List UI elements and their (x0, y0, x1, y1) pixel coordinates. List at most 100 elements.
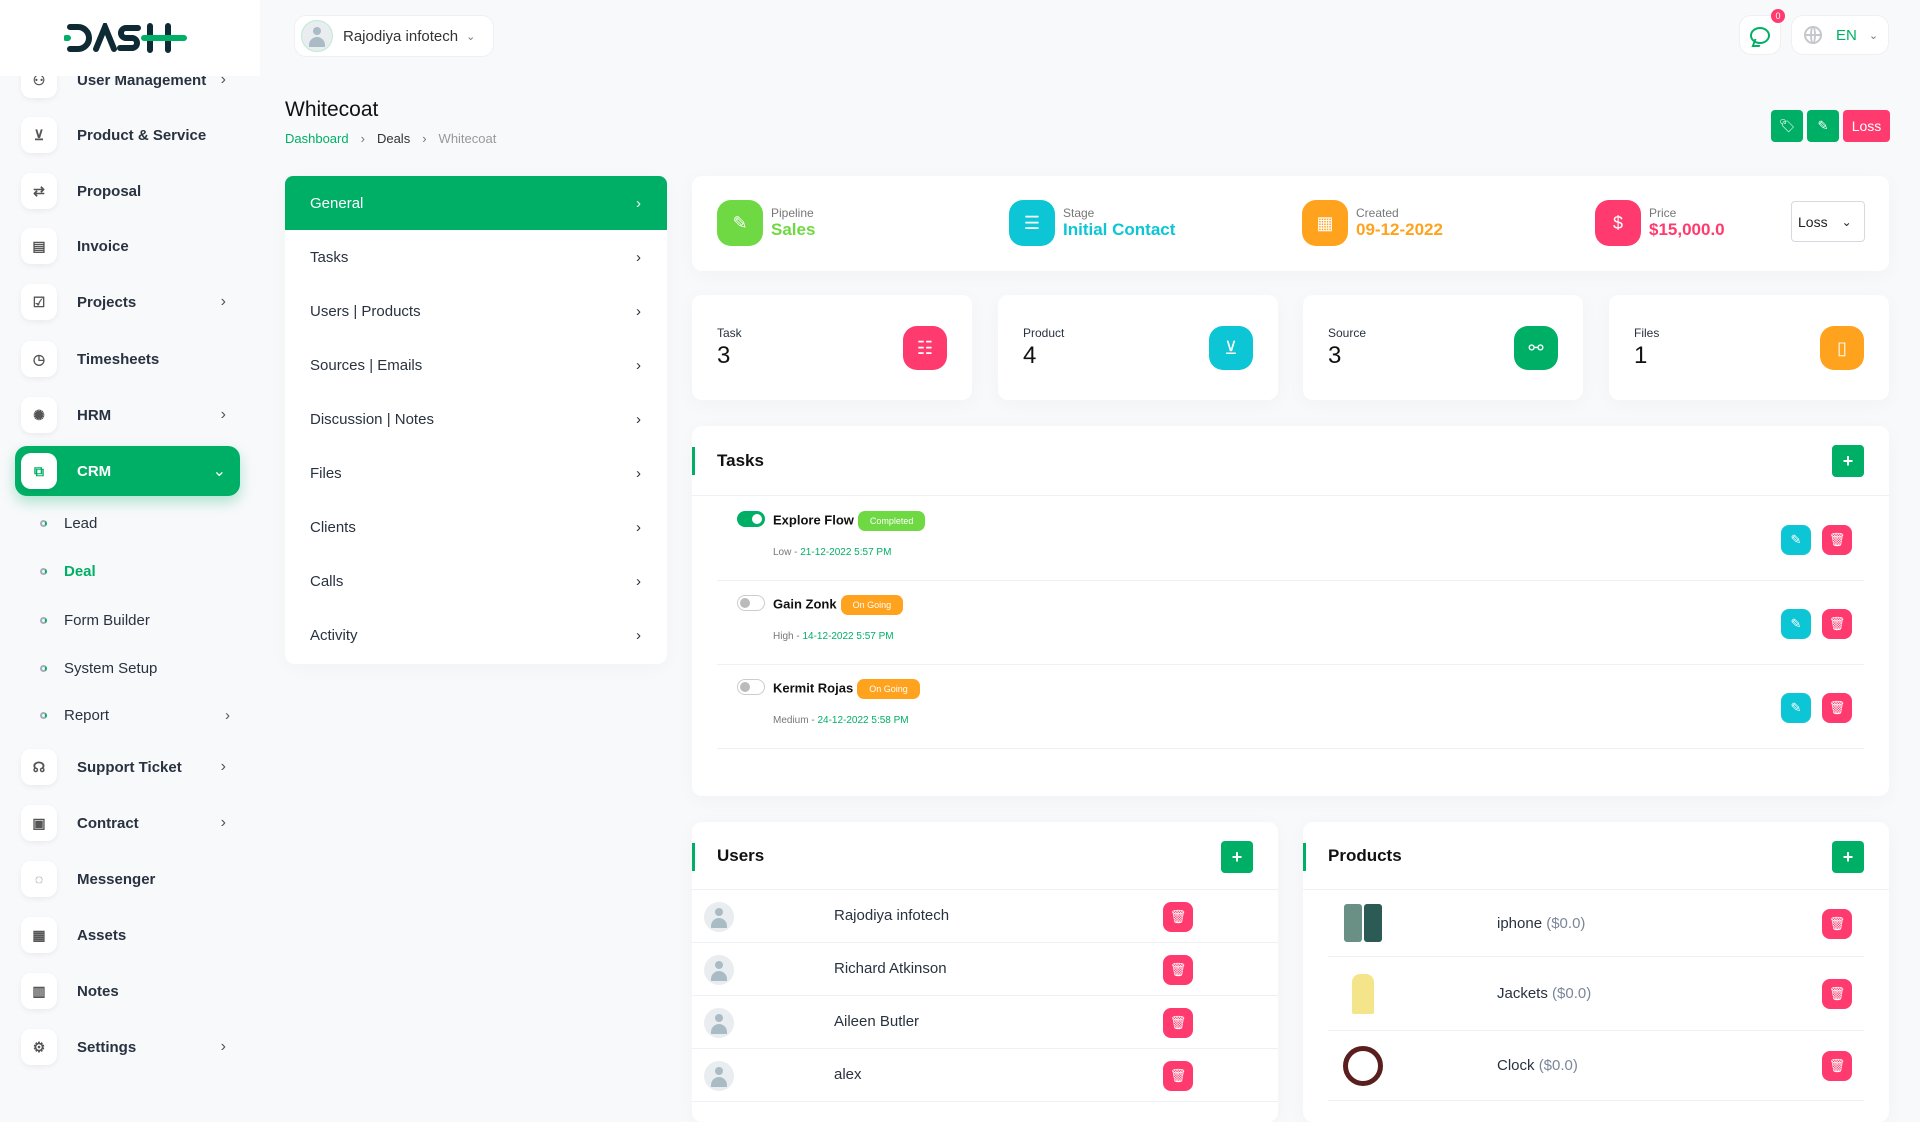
trash-icon: 🗑︎ (1828, 700, 1846, 715)
trash-icon: 🗑︎ (1828, 915, 1846, 931)
sidebar-item-support-ticket[interactable]: ☊ Support Ticket › (15, 742, 240, 792)
language-dropdown[interactable]: EN ⌄ (1791, 15, 1889, 55)
task-row: Explore Flow Completed Low - 21-12-2022 5:… (717, 497, 1864, 581)
task-row: Gain Zonk On Going High - 14-12-2022 5:57 … (717, 581, 1864, 665)
delete-product-button[interactable]: 🗑︎ (1822, 908, 1852, 939)
task-name: Gain Zonk (773, 596, 837, 612)
trash-icon: 🗑︎ (1169, 1015, 1187, 1030)
sidebar-subitem-deal[interactable]: Deal (40, 563, 230, 580)
logo[interactable] (0, 0, 260, 76)
sidebar-subitem-system-setup[interactable]: System Setup (40, 660, 230, 677)
stat-card-source: Source 3 ⚯ (1303, 295, 1583, 400)
user-row: Aileen Butler 🗑︎ (692, 996, 1278, 1049)
tag-icon: 🏷︎ (1778, 118, 1796, 133)
users-card: Users + Rajodiya infotech 🗑︎ Richard Atkins… (692, 822, 1278, 1122)
clock-image (1343, 1046, 1383, 1086)
delete-task-button[interactable]: 🗑︎ (1822, 525, 1852, 555)
sidebar-item-messenger[interactable]: ◌ Messenger (15, 854, 240, 904)
products-header: Products + (1303, 822, 1889, 890)
sidebar-item-contract[interactable]: ▣ Contract › (15, 798, 240, 848)
add-user-button[interactable]: + (1221, 841, 1253, 873)
stat-label: Files (1634, 326, 1660, 340)
delete-task-button[interactable]: 🗑︎ (1822, 609, 1852, 639)
chevron-right-icon: › (220, 814, 226, 831)
menu-item-label: Activity (310, 626, 358, 644)
sidebar-item-label: HRM (77, 406, 112, 424)
breadcrumb-deals[interactable]: Deals (376, 131, 411, 146)
user-dropdown[interactable]: Rajodiya infotech ⌄ (294, 15, 494, 57)
menu-item-discussion-notes[interactable]: Discussion | Notes › (285, 392, 667, 446)
trash-icon: 🗑︎ (1828, 986, 1846, 1001)
delete-user-button[interactable]: 🗑︎ (1163, 1008, 1193, 1038)
menu-item-calls[interactable]: Calls › (285, 554, 667, 608)
messages-button[interactable]: 0 (1739, 9, 1785, 55)
deal-status-select[interactable]: Loss ⌄ (1791, 201, 1865, 242)
sidebar-item-projects[interactable]: ☑ Projects › (15, 277, 240, 327)
sidebar-item-notes[interactable]: ▥ Notes (15, 966, 240, 1016)
sidebar-item-proposal[interactable]: ⇄ Proposal (15, 166, 240, 216)
menu-item-tasks[interactable]: Tasks › (285, 230, 667, 284)
sidebar-subitem-form-builder[interactable]: Form Builder (40, 612, 230, 629)
stage-value: Initial Contact (1063, 220, 1176, 239)
sidebar-subitem-lead[interactable]: Lead (40, 515, 230, 532)
list-tree-icon: ☷ (903, 326, 947, 370)
plus-icon: + (1842, 450, 1854, 471)
sidebar-item-crm[interactable]: ⧉ CRM ⌄ (15, 446, 240, 496)
task-complete-toggle[interactable] (737, 679, 765, 695)
add-product-button[interactable]: + (1832, 841, 1864, 873)
chevron-down-icon: ⌄ (212, 463, 226, 480)
menu-item-general[interactable]: General › (285, 176, 667, 230)
delete-user-button[interactable]: 🗑︎ (1163, 955, 1193, 985)
edit-deal-button[interactable]: ✎ (1807, 110, 1839, 142)
sidebar-item-product-service[interactable]: ⊻ Product & Service (15, 110, 240, 160)
edit-task-button[interactable]: ✎ (1781, 525, 1811, 555)
tasks-title: Tasks (717, 450, 764, 470)
labels-button[interactable]: 🏷︎ (1771, 110, 1803, 142)
sidebar-item-timesheets[interactable]: ◷ Timesheets (15, 334, 240, 384)
menu-item-clients[interactable]: Clients › (285, 500, 667, 554)
sidebar-item-hrm[interactable]: ✺ HRM › (15, 390, 240, 440)
chevron-right-icon: › (225, 707, 230, 724)
chevron-right-icon: › (636, 410, 641, 428)
stat-card-files: Files 1 ▯ (1609, 295, 1889, 400)
delete-user-button[interactable]: 🗑︎ (1163, 902, 1193, 932)
trash-icon: 🗑︎ (1828, 616, 1846, 631)
sidebar-item-settings[interactable]: ⚙ Settings › (15, 1022, 240, 1072)
task-date: 21-12-2022 5:57 PM (800, 547, 892, 558)
delete-task-button[interactable]: 🗑︎ (1822, 693, 1852, 723)
sidebar-item-label: Projects (77, 293, 137, 311)
loss-button[interactable]: Loss (1843, 110, 1890, 142)
sidebar-item-label: Product & Service (77, 126, 207, 144)
task-complete-toggle[interactable] (737, 595, 765, 611)
breadcrumb-dashboard[interactable]: Dashboard (285, 131, 349, 146)
stage-info: ☰ Stage Initial Contact (1009, 200, 1175, 246)
product-name: Jackets (1497, 985, 1548, 1002)
edit-task-button[interactable]: ✎ (1781, 693, 1811, 723)
menu-item-files[interactable]: Files › (285, 446, 667, 500)
assets-icon: ▦ (21, 917, 57, 953)
sidebar-item-invoice[interactable]: ▤ Invoice (15, 221, 240, 271)
delete-user-button[interactable]: 🗑︎ (1163, 1061, 1193, 1091)
deal-section-menu: General › Tasks › Users | Products › Sources |… (285, 176, 667, 664)
chevron-right-icon: › (636, 464, 641, 482)
delete-product-button[interactable]: 🗑︎ (1822, 979, 1852, 1009)
task-name: Explore Flow (773, 512, 854, 528)
user-row: alex 🗑︎ (692, 1049, 1278, 1102)
menu-item-users-products[interactable]: Users | Products › (285, 284, 667, 338)
created-label: Created (1356, 206, 1399, 220)
sidebar-item-assets[interactable]: ▦ Assets (15, 910, 240, 960)
menu-item-sources-emails[interactable]: Sources | Emails › (285, 338, 667, 392)
menu-item-label: General (310, 194, 364, 212)
edit-task-button[interactable]: ✎ (1781, 609, 1811, 639)
delete-product-button[interactable]: 🗑︎ (1822, 1051, 1852, 1081)
sidebar-subitem-report[interactable]: Report › (40, 707, 230, 724)
plus-icon: + (1842, 846, 1854, 867)
task-complete-toggle[interactable] (737, 511, 765, 527)
add-task-button[interactable]: + (1832, 445, 1864, 477)
projects-icon: ☑ (21, 284, 57, 320)
user-avatar (704, 1061, 734, 1091)
breadcrumb-current: Whitecoat (438, 131, 497, 146)
products-card: Products + iphone ($0.0) 🗑︎ Jackets ($0.0) 🗑… (1303, 822, 1889, 1122)
menu-item-activity[interactable]: Activity › (285, 608, 667, 662)
pipeline-value: Sales (771, 220, 816, 239)
